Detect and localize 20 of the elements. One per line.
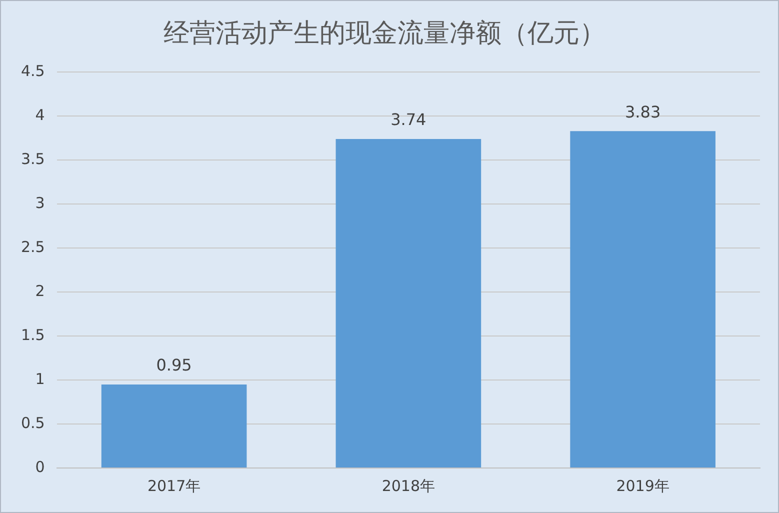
y-tick-label: 4.5 [20,62,45,80]
y-tick-label: 0 [35,458,45,476]
data-label: 3.83 [624,102,661,122]
y-tick-label: 2 [35,282,45,300]
chart-title: 经营活动产生的现金流量净额（亿元） [164,18,606,48]
data-label: 0.95 [156,356,192,375]
data-label: 3.74 [390,110,426,130]
y-tick-label: 3 [35,194,45,212]
x-tick-label: 2018年 [382,476,436,495]
y-tick-label: 1 [35,370,45,388]
y-tick-label: 2.5 [20,238,45,256]
y-tick-label: 3.5 [20,150,45,168]
bar [101,384,247,468]
y-tick-label: 1.5 [20,326,45,344]
x-tick-label: 2019年 [616,476,670,495]
bar [570,131,716,468]
bar [336,139,482,468]
y-tick-label: 4 [35,106,45,124]
y-tick-label: 0.5 [20,414,45,432]
x-tick-label: 2017年 [147,476,201,495]
